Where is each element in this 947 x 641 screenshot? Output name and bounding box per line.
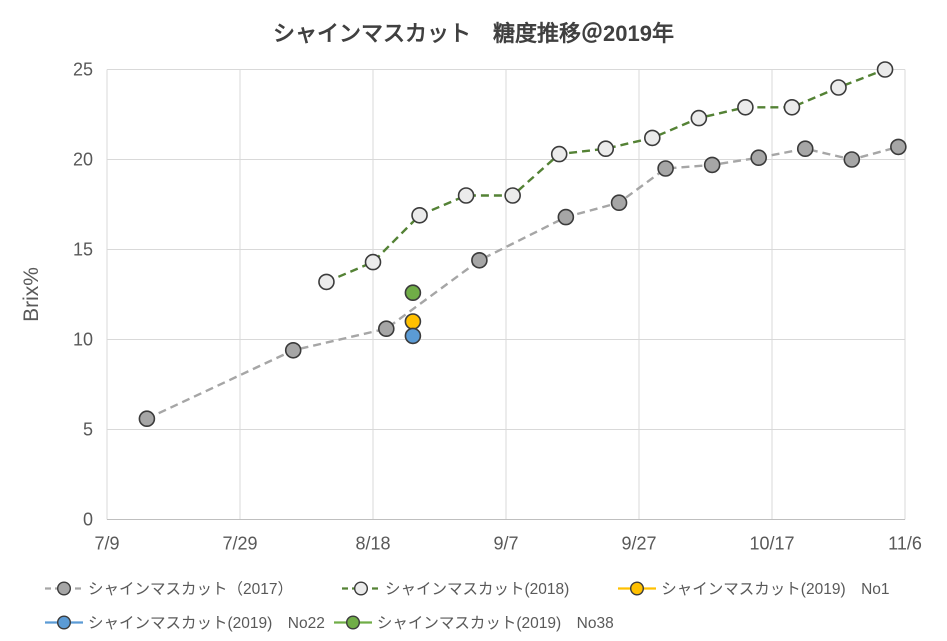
- data-point: [457, 187, 475, 204]
- data-point: [138, 410, 156, 428]
- x-tick-label: 7/9: [94, 534, 119, 554]
- data-point: [737, 99, 754, 116]
- y-axis-label: Brix%: [20, 267, 43, 322]
- x-tick-label: 8/18: [355, 534, 390, 554]
- data-point: [657, 160, 674, 177]
- chart-title: シャインマスカット 糖度推移＠2019年: [273, 21, 674, 46]
- x-tick-label: 10/17: [749, 534, 794, 554]
- data-point: [690, 109, 708, 127]
- legend-marker-2018-icon: [341, 580, 380, 596]
- data-point: [783, 99, 801, 116]
- series-line: [325, 68, 886, 284]
- data-point: [830, 79, 847, 96]
- x-tick-label: 11/6: [888, 534, 922, 554]
- legend-marker-2019-no38-icon: [333, 614, 372, 630]
- legend-label-2019-no1: シャインマスカット(2019) No1: [661, 581, 890, 598]
- data-point: [471, 251, 488, 269]
- y-tick-label: 5: [83, 420, 93, 440]
- x-tick-label: 7/29: [222, 534, 257, 554]
- data-point: [404, 284, 422, 302]
- y-tick-label: 25: [73, 60, 93, 80]
- data-point: [890, 138, 907, 156]
- data-point: [550, 145, 568, 163]
- data-point: [876, 61, 894, 78]
- legend-marker-2017-icon: [45, 580, 83, 596]
- data-point: [557, 208, 575, 226]
- data-point: [377, 320, 395, 338]
- data-point: [404, 313, 422, 330]
- data-point: [318, 273, 335, 291]
- data-point: [750, 149, 768, 166]
- legend-marker-2019-no1-icon: [618, 580, 657, 596]
- plot-area: 7/9 7/29 8/18 9/7 9/27 10/17 11/6 0 5 10 15 20 25 Bri…: [20, 60, 922, 554]
- legend-marker-2019-no22-icon: [45, 614, 83, 630]
- legend-label-2018: シャインマスカット(2018): [384, 581, 570, 598]
- data-point: [597, 140, 615, 157]
- data-point: [843, 151, 861, 168]
- y-tick-label: 15: [73, 240, 93, 260]
- data-point: [404, 327, 422, 345]
- legend-item-2019-no38: シャインマスカット(2019) No38: [333, 611, 614, 633]
- legend-item-2019-no22: シャインマスカット(2019) No22: [44, 611, 325, 633]
- legend-row-1: シャインマスカット（2017） シャインマスカット(2018) シャインマスカッ…: [44, 577, 890, 599]
- legend-item-2019-no1: シャインマスカット(2019) No1: [617, 577, 890, 599]
- legend-item-2017: シャインマスカット（2017）: [44, 577, 293, 599]
- y-tick-label: 10: [73, 330, 93, 350]
- y-tick-label: 0: [83, 510, 93, 530]
- data-point: [504, 187, 521, 204]
- legend-row-2: シャインマスカット(2019) No22 シャインマスカット(2019) No3…: [44, 611, 614, 633]
- data-point: [364, 253, 382, 271]
- data-point: [284, 341, 302, 359]
- legend-item-2018: シャインマスカット(2018): [341, 577, 569, 599]
- x-tick-label: 9/27: [621, 534, 656, 554]
- legend-label-2017: シャインマスカット（2017）: [88, 581, 293, 598]
- data-point: [643, 129, 661, 147]
- x-tick-label: 9/7: [493, 534, 518, 554]
- y-tick-label: 20: [73, 150, 93, 170]
- data-point: [610, 194, 628, 211]
- data-point: [796, 140, 814, 157]
- legend-label-2019-no38: シャインマスカット(2019) No38: [376, 615, 614, 632]
- data-point: [703, 156, 721, 174]
- legend-label-2019-no22: シャインマスカット(2019) No22: [88, 615, 325, 632]
- data-point: [411, 207, 428, 224]
